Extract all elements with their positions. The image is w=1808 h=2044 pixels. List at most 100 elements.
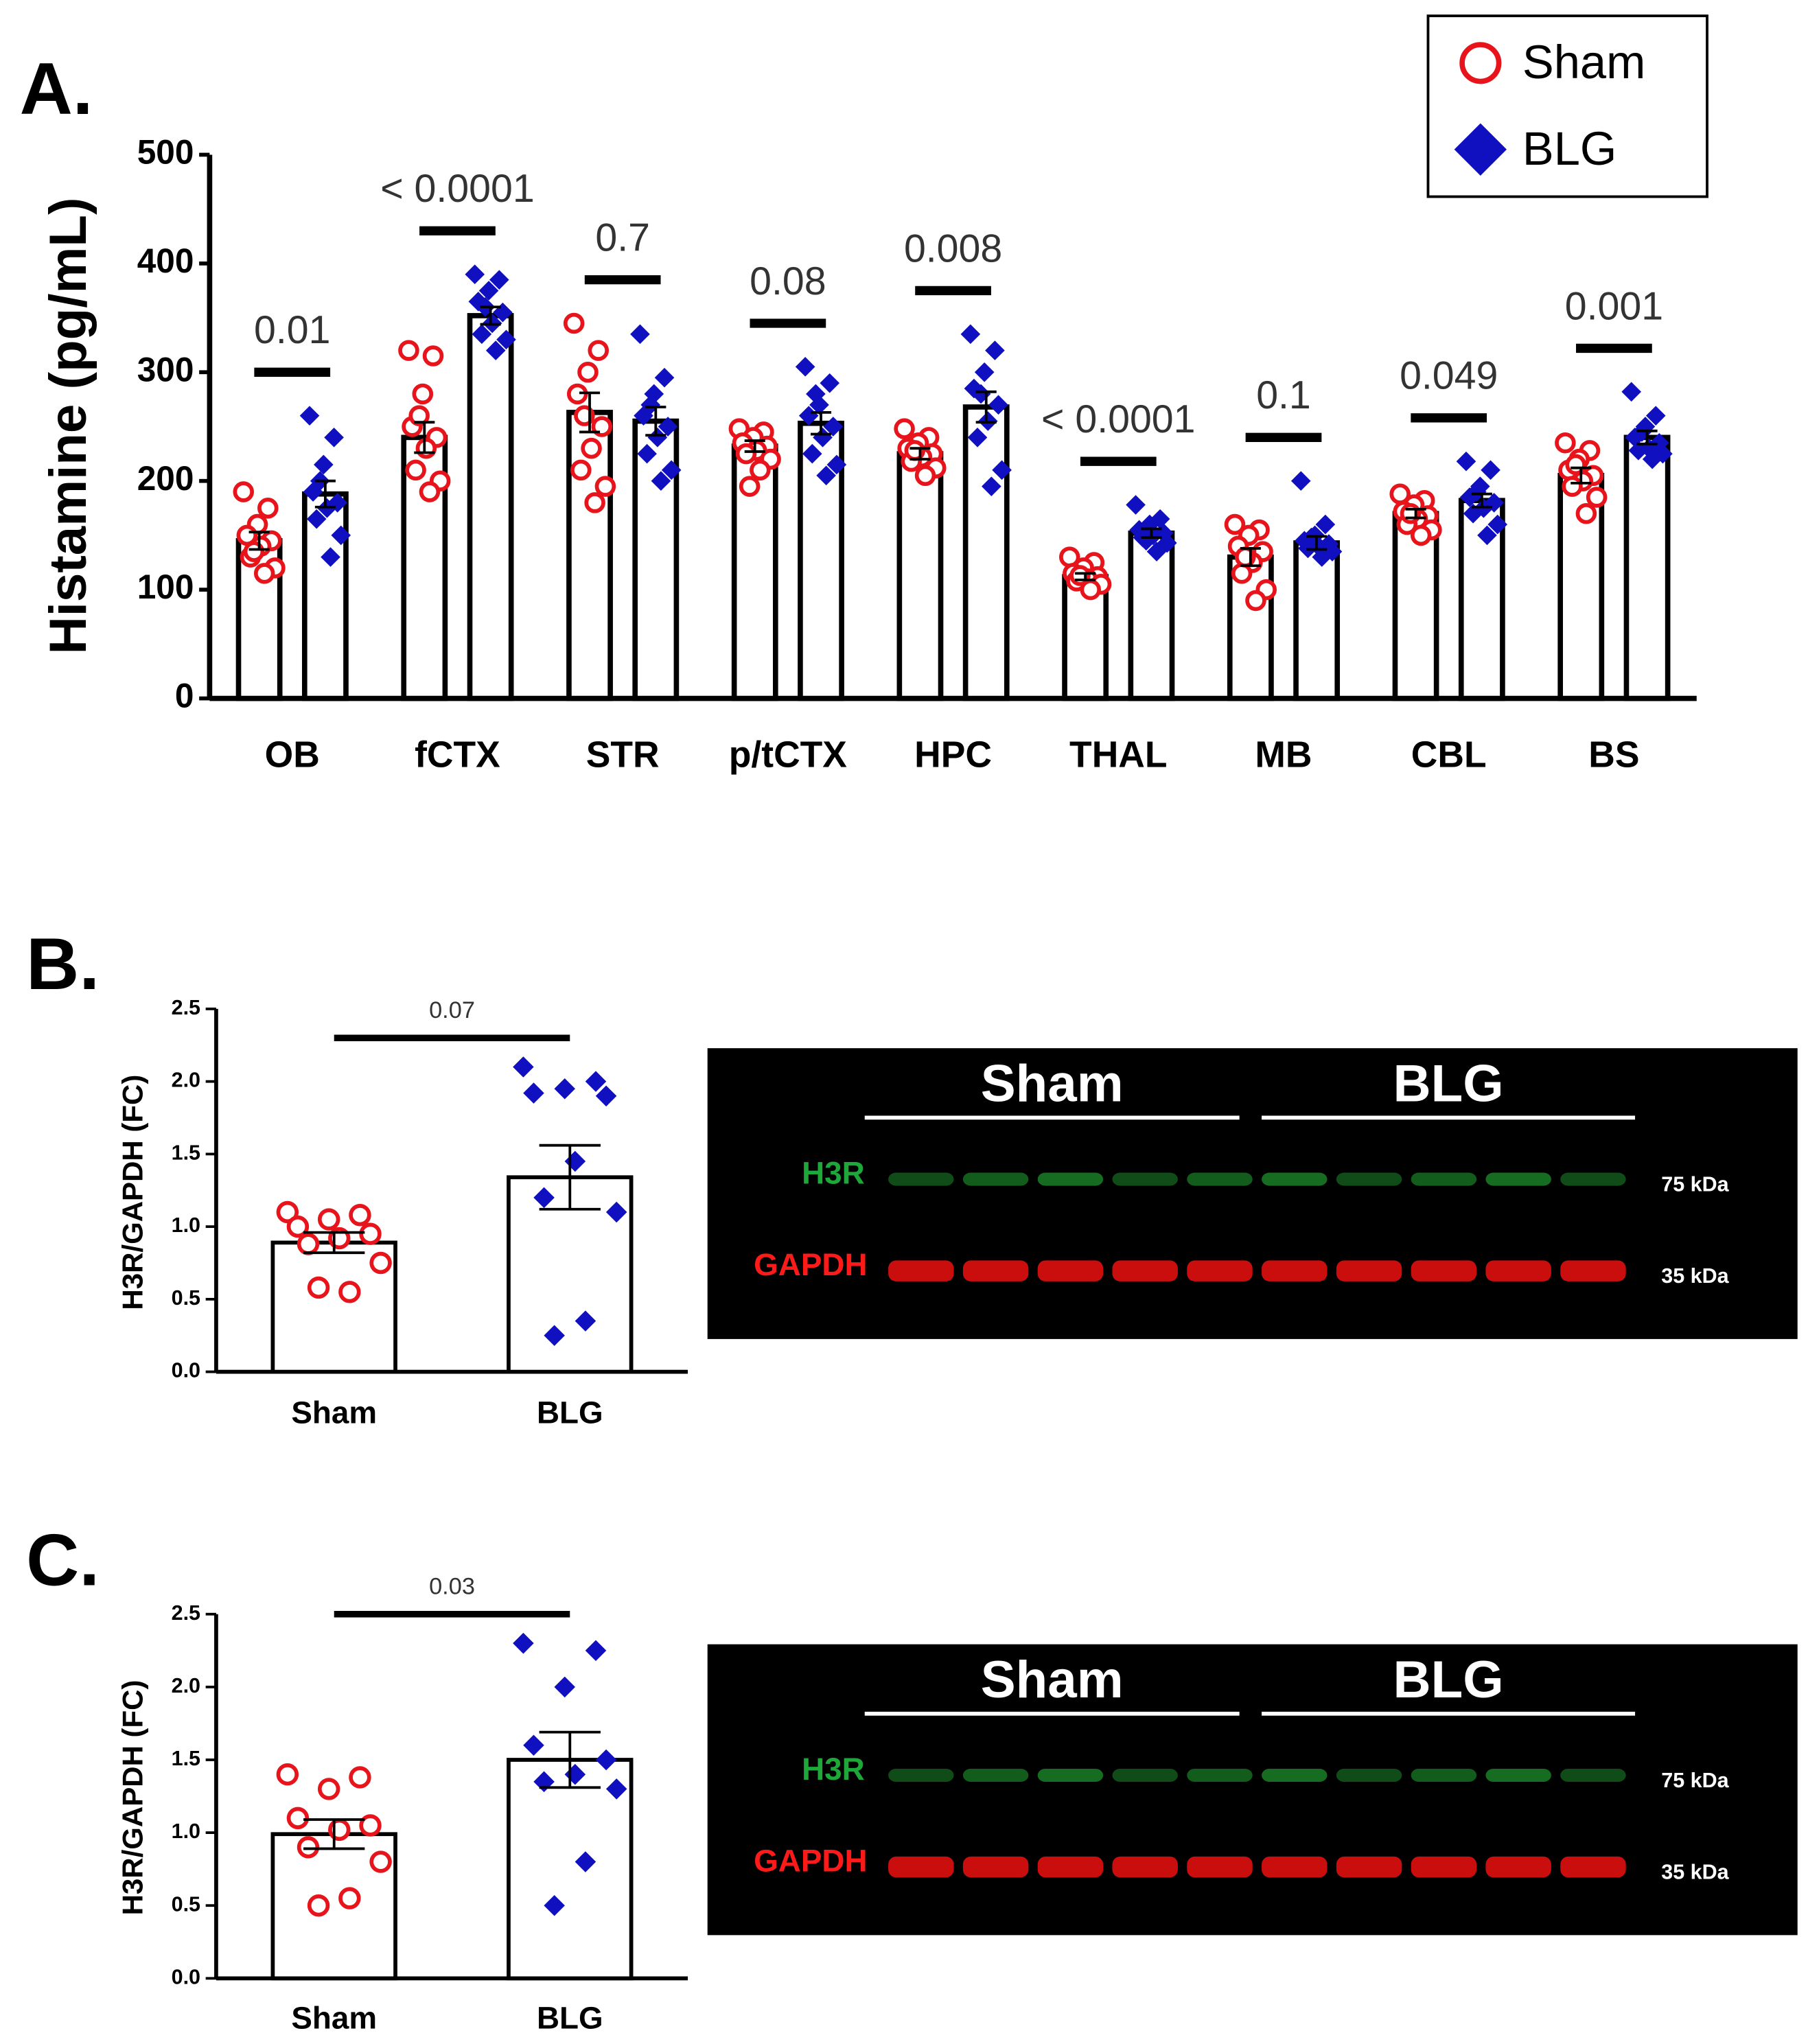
data-point [253, 563, 275, 584]
data-point [575, 1851, 596, 1872]
data-point [960, 324, 981, 345]
data-point [317, 1778, 340, 1800]
data-point [314, 454, 334, 475]
y-tick-label: 2.0 [172, 1674, 200, 1697]
data-point [661, 460, 682, 480]
data-point [1245, 590, 1266, 612]
y-tick-label: 2.5 [172, 996, 200, 1019]
data-point [465, 264, 485, 285]
data-point [584, 492, 605, 513]
legend-label: Sham [1522, 36, 1645, 89]
p-value: 0.1 [1256, 373, 1311, 417]
blot-band [1112, 1856, 1178, 1878]
x-tick-label: MB [1255, 735, 1312, 776]
y-tick-label: 1.5 [172, 1141, 200, 1164]
blot-band [1112, 1172, 1178, 1186]
data-point [233, 481, 255, 502]
blot-band [1485, 1172, 1551, 1186]
blot-band [1411, 1856, 1477, 1878]
band-size: 75 kDa [1661, 1173, 1729, 1196]
data-point [554, 1078, 576, 1100]
x-tick-label: THAL [1069, 735, 1167, 776]
data-point [1315, 514, 1336, 535]
blot-band [1262, 1856, 1328, 1878]
x-tick-label: Sham [291, 2001, 377, 2036]
y-tick-label: 500 [137, 133, 194, 172]
data-point [398, 340, 419, 361]
bar [1293, 540, 1341, 701]
y-tick-label: 300 [137, 350, 194, 388]
blot-band [1187, 1768, 1253, 1782]
data-point [823, 417, 844, 437]
data-point [489, 270, 509, 290]
blot-band [962, 1172, 1029, 1186]
data-point [985, 340, 1005, 360]
data-point [297, 1233, 320, 1255]
y-tick-label: 1.5 [172, 1747, 200, 1770]
data-point [422, 345, 444, 367]
blot-band [1485, 1856, 1551, 1878]
y-tick-label: 0.0 [172, 1965, 200, 1988]
x-tick-label: OB [265, 735, 320, 776]
blot-band [1336, 1172, 1402, 1186]
blot-band [888, 1856, 954, 1878]
panel-label: A. [20, 47, 93, 130]
band-name: H3R [802, 1155, 865, 1190]
data-point [588, 340, 609, 361]
band-size: 35 kDa [1661, 1861, 1729, 1884]
data-point [297, 1836, 320, 1859]
data-point [523, 1082, 544, 1104]
data-point [1628, 441, 1649, 461]
y-tick-label: 1.0 [172, 1213, 200, 1237]
blot-band [1262, 1768, 1328, 1782]
blot-image [707, 1644, 1798, 1936]
data-point [654, 367, 675, 388]
y-tick-label: 0.0 [172, 1359, 200, 1382]
blot-band [1112, 1260, 1178, 1281]
bar [896, 451, 944, 701]
data-point [1231, 563, 1253, 584]
data-point [575, 1310, 596, 1332]
y-tick-label: 2.5 [172, 1601, 200, 1625]
data-point [349, 1203, 371, 1227]
data-point [894, 418, 915, 439]
p-value: 0.08 [750, 259, 826, 303]
data-point [1621, 382, 1641, 402]
blot-band [1262, 1260, 1328, 1281]
p-value: 0.03 [429, 1574, 475, 1600]
bar [962, 404, 1010, 701]
panel-label: C. [26, 1518, 100, 1601]
band-size: 35 kDa [1661, 1264, 1729, 1288]
p-value: 0.001 [1565, 284, 1663, 328]
data-point [974, 362, 995, 382]
blot-band [1187, 1260, 1253, 1281]
data-point [1642, 449, 1662, 469]
blot-band [962, 1768, 1029, 1782]
data-point [581, 437, 602, 459]
band-name: H3R [802, 1752, 865, 1787]
data-point [513, 1632, 534, 1654]
blot-band [1262, 1172, 1328, 1186]
data-point [338, 1281, 361, 1303]
data-point [369, 1850, 392, 1873]
blot-band [1485, 1260, 1551, 1281]
data-point [795, 357, 815, 377]
blot-group-label: BLG [1393, 1651, 1504, 1709]
y-axis-label: H3R/GAPDH (FC) [117, 1680, 149, 1916]
blot-band [962, 1856, 1029, 1878]
data-point [286, 1215, 310, 1238]
data-point [257, 498, 279, 519]
bar [467, 313, 514, 701]
data-point [317, 1208, 340, 1231]
x-tick-label: CBL [1411, 735, 1487, 776]
data-point [338, 1887, 361, 1909]
blot-group-label: BLG [1393, 1055, 1504, 1113]
bar [507, 1758, 634, 1981]
blot-band [1336, 1768, 1402, 1782]
blot-band [1037, 1260, 1104, 1281]
data-point [478, 281, 499, 301]
data-point [735, 443, 757, 465]
blot-band [1411, 1260, 1477, 1281]
data-point [359, 1814, 382, 1837]
